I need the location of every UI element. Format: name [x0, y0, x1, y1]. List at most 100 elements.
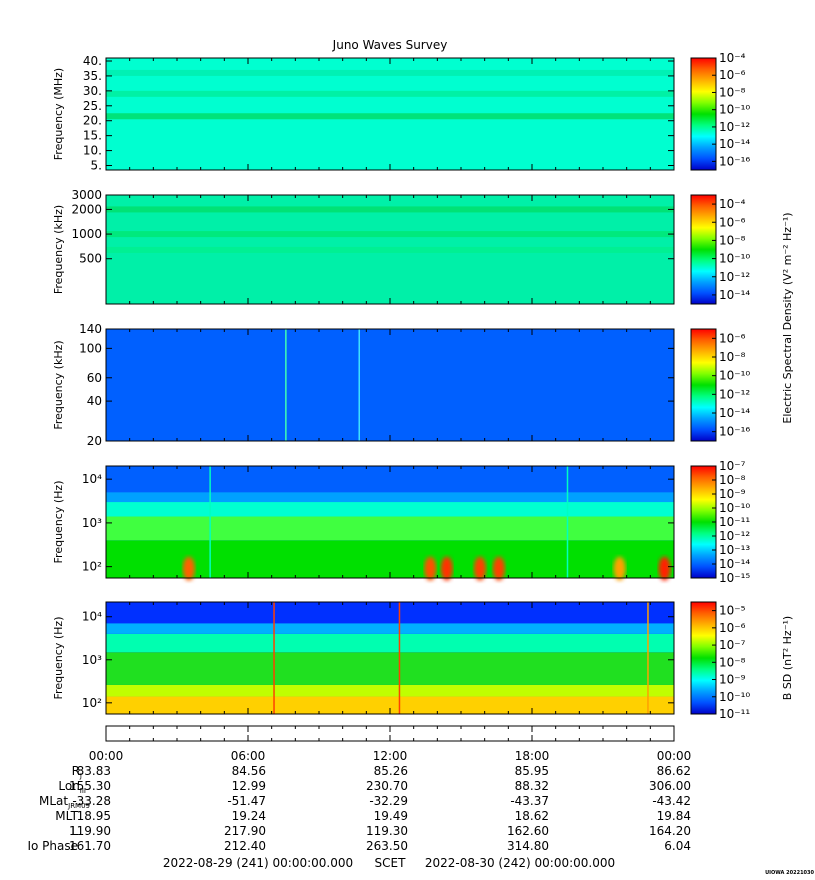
colorbar-tick-label: 10⁻¹⁴	[719, 557, 750, 571]
ephemeris-value: 19.24	[232, 809, 266, 823]
colorbar-tick-label: 10⁻¹⁶	[719, 425, 750, 439]
y-tick-label: 500	[79, 252, 102, 266]
intensity-layer	[106, 540, 674, 578]
ephemeris-value: 18.62	[515, 809, 549, 823]
colorbar-tick-label: 10⁻⁹	[719, 487, 746, 501]
emission-band	[106, 231, 674, 238]
ephemeris-value: -43.37	[510, 794, 549, 808]
burst-feature	[424, 556, 437, 581]
burst-feature	[182, 556, 195, 581]
colorbar-gradient	[690, 57, 717, 171]
ephemeris-value: 212.40	[224, 839, 266, 853]
emission-band	[106, 246, 674, 253]
colorbar-tick-label: 10⁻¹²	[719, 529, 750, 543]
colorbar-gradient	[690, 465, 717, 579]
colorbar-label: B SD (nT² Hz⁻¹)	[781, 616, 794, 700]
y-tick-label: 35.	[83, 69, 102, 83]
y-tick-label: 10³	[82, 653, 102, 667]
y-tick-label: 10⁴	[82, 610, 102, 624]
emission-band	[106, 90, 674, 97]
ephemeris-value: 85.26	[374, 764, 408, 778]
y-tick-label: 1000	[71, 227, 102, 241]
end-time: 2022-08-30 (242) 00:00:00.000	[425, 856, 615, 870]
ephemeris-value: 6.04	[664, 839, 691, 853]
colorbar-tick-label: 10⁻¹¹	[719, 515, 750, 529]
ephemeris-value: -32.29	[369, 794, 408, 808]
colorbar-tick-label: 10⁻¹⁰	[719, 690, 750, 704]
colorbar-tick-label: 10⁻⁶	[719, 215, 746, 229]
ephemeris-value: 161.70	[69, 839, 111, 853]
colorbar-gradient	[690, 328, 717, 442]
colorbar-tick-label: 10⁻¹⁰	[719, 369, 750, 383]
colorbar-tick-label: 10⁻⁷	[719, 459, 746, 473]
ephemeris-value: 164.20	[649, 824, 691, 838]
colorbar: 10⁻⁴ 10⁻⁶ 10⁻⁸ 10⁻¹⁰ 10⁻¹² 10⁻¹⁴ 10⁻¹⁶	[690, 51, 750, 171]
colorbar-label: Electric Spectral Density (V² m⁻² Hz⁻¹)	[781, 212, 794, 423]
y-tick-label: 2000	[71, 202, 102, 216]
intensity-layer	[106, 633, 674, 653]
stamp-label: UIOWA 20221030	[765, 870, 814, 876]
intensity-layer	[106, 684, 674, 697]
y-tick-label: 10³	[82, 516, 102, 530]
ephemeris-value: 314.80	[507, 839, 549, 853]
colorbar-tick-label: 10⁻¹⁴	[719, 137, 750, 151]
ephemeris-value: 19.84	[657, 809, 691, 823]
ephemeris-value: 18.95	[77, 809, 111, 823]
colorbar: 10⁻⁷10⁻⁸10⁻⁹10⁻¹⁰10⁻¹¹10⁻¹²10⁻¹³10⁻¹⁴10⁻…	[690, 459, 750, 585]
ephemeris-value: 263.50	[366, 839, 408, 853]
start-time: 2022-08-29 (241) 00:00:00.000	[163, 856, 353, 870]
emission-band	[106, 113, 674, 120]
footer-row: 2022-08-29 (241) 00:00:00.000 SCET 2022-…	[163, 856, 615, 870]
ephemeris-label: L	[71, 824, 78, 838]
x-tick-label: 06:00	[231, 749, 266, 763]
spectrogram-panels: 5.10.15.20.25.30.35.40. Frequency (MHz) 10…	[52, 51, 794, 721]
y-tick-label: 40.	[83, 54, 102, 68]
burst-feature	[658, 556, 671, 581]
colorbar-tick-label: 10⁻¹⁴	[719, 406, 750, 420]
colorbar-tick-label: 10⁻⁴	[719, 197, 746, 211]
intensity-layer	[106, 652, 674, 685]
intensity-layer	[106, 502, 674, 517]
y-tick-label: 15.	[83, 129, 102, 143]
colorbar-tick-label: 10⁻⁴	[719, 51, 746, 65]
colorbar-tick-label: 10⁻¹²	[719, 120, 750, 134]
y-tick-label: 10.	[83, 144, 102, 158]
ephemeris-value: 155.30	[69, 779, 111, 793]
ephemeris-value: 119.30	[366, 824, 408, 838]
y-tick-label: 25.	[83, 99, 102, 113]
colorbar-tick-label: 10⁻⁶	[719, 68, 746, 82]
y-axis-label: Frequency (Hz)	[52, 617, 65, 700]
ephemeris-value: 86.62	[657, 764, 691, 778]
ephemeris-label-subscript: J	[79, 772, 82, 780]
ephemeris-label: LonIII	[58, 779, 86, 795]
y-tick-label: 10²	[82, 560, 102, 574]
colorbar-tick-label: 10⁻¹²	[719, 270, 750, 284]
intensity-layer	[106, 516, 674, 541]
colorbar-tick-label: 10⁻⁵	[719, 604, 746, 618]
y-axis-label: Frequency (kHz)	[52, 340, 65, 429]
colorbar-tick-label: 10⁻¹⁶	[719, 154, 750, 168]
colorbar-tick-label: 10⁻⁹	[719, 673, 746, 687]
ephemeris-value: 217.90	[224, 824, 266, 838]
x-tick-label: 00:00	[89, 749, 124, 763]
emission-band	[106, 206, 674, 213]
ephemeris-value: 230.70	[366, 779, 408, 793]
colorbar-tick-label: 10⁻⁸	[719, 473, 746, 487]
y-tick-label: 3000	[71, 188, 102, 202]
ephemeris-value: 84.56	[232, 764, 266, 778]
colorbar-tick-label: 10⁻¹⁰	[719, 252, 750, 266]
y-tick-label: 140	[79, 322, 102, 336]
colorbar-tick-label: 10⁻⁶	[719, 621, 746, 635]
colorbar: 10⁻⁵ 10⁻⁶ 10⁻⁷ 10⁻⁸ 10⁻⁹ 10⁻¹⁰ 10⁻¹¹ B SD (nT² …	[690, 601, 794, 721]
colorbar-tick-label: 10⁻¹¹	[719, 707, 750, 721]
colorbar-tick-label: 10⁻⁸	[719, 655, 746, 669]
y-tick-label: 10²	[82, 696, 102, 710]
spectrogram-panel-1: 5.10.15.20.25.30.35.40. Frequency (MHz) 10…	[52, 51, 750, 173]
ephemeris-value: 119.90	[69, 824, 111, 838]
ephemeris-value: 85.95	[515, 764, 549, 778]
burst-feature	[492, 556, 505, 581]
ephemeris-label: Io Phase	[27, 839, 78, 853]
